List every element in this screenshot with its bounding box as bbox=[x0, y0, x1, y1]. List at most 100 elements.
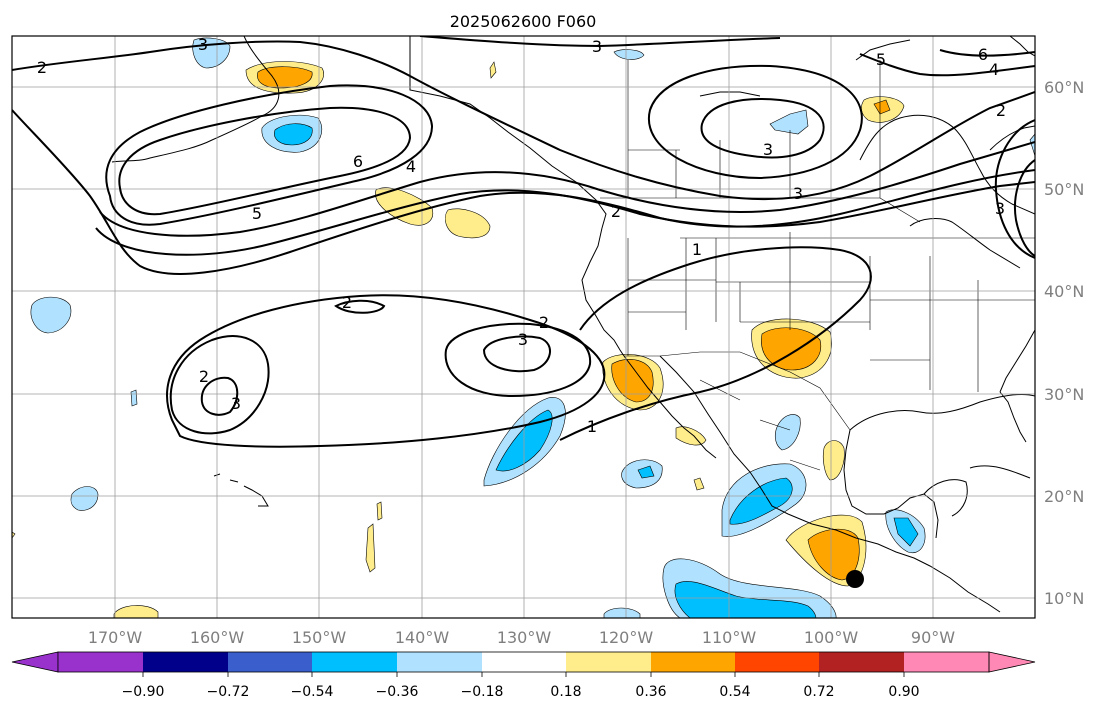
contour-label: 2 bbox=[539, 313, 549, 332]
contour-loop-west-inner bbox=[200, 376, 239, 416]
lon-tick-label: 90°W bbox=[911, 628, 955, 647]
contour-loop-aleutian bbox=[105, 84, 434, 226]
coastlines bbox=[111, 36, 1035, 613]
longitude-tick-labels: 170°W 160°W 150°W 140°W 130°W 120°W 110°… bbox=[88, 628, 955, 647]
contour-labels: 2 3 5 6 4 3 5 6 4 3 3 2 1 2 2 3 2 3 1 2 … bbox=[37, 35, 1006, 436]
colorbar-segment bbox=[735, 652, 819, 672]
colorbar-segment bbox=[143, 652, 228, 672]
contour-label: 2 bbox=[996, 101, 1006, 120]
border-mexico-states bbox=[699, 379, 821, 471]
contour-lines bbox=[12, 36, 1035, 448]
border-us-states bbox=[627, 232, 1035, 392]
colorbar-tick-label: 0.18 bbox=[550, 684, 581, 700]
lat-tick-label: 50°N bbox=[1044, 180, 1084, 199]
contour-jet-outer-1 bbox=[12, 40, 1035, 201]
contour-label: 3 bbox=[793, 184, 803, 203]
map-background bbox=[12, 36, 1035, 618]
contour-jet-inner-2 bbox=[95, 181, 1035, 256]
contour-3-subtropic bbox=[444, 322, 592, 398]
contour-north-3 bbox=[419, 36, 781, 48]
contour-label: 6 bbox=[353, 152, 363, 171]
lon-tick-label: 140°W bbox=[395, 628, 450, 647]
contour-label: 2 bbox=[199, 367, 209, 386]
contour-label: 4 bbox=[989, 60, 999, 79]
political-boundaries bbox=[409, 36, 1035, 471]
contour-label: 5 bbox=[252, 204, 262, 223]
coast-yucatan bbox=[923, 479, 968, 517]
shade-lightblue-ne-edge bbox=[1029, 133, 1035, 157]
colorbar-segment bbox=[312, 652, 397, 672]
shade-yellow-left-edge bbox=[12, 531, 16, 539]
colorbar-tick-label: −0.36 bbox=[376, 684, 419, 700]
contour-loop-aleutian-2 bbox=[118, 106, 412, 216]
shade-yellow-pacific-2 bbox=[445, 208, 491, 239]
shade-yellow-sw-corner bbox=[113, 605, 159, 618]
contour-label: 2 bbox=[611, 202, 621, 221]
contour-ne-5 bbox=[859, 53, 1035, 77]
contour-1-southwest bbox=[559, 246, 872, 441]
colorbar-segment bbox=[651, 652, 735, 672]
latitude-tick-labels: 60°N 50°N 40°N 30°N 20°N 10°N bbox=[1044, 78, 1084, 608]
shade-yellow-gulf-ca bbox=[675, 426, 707, 446]
colorbar-tick-label: −0.18 bbox=[461, 684, 504, 700]
contour-label: 4 bbox=[406, 157, 416, 176]
shade-lightblue-canada bbox=[769, 109, 809, 135]
shade-blue-central-am bbox=[893, 517, 919, 547]
shade-lightblue-south-2 bbox=[603, 607, 641, 618]
coast-baja bbox=[623, 355, 717, 459]
colorbar-min-extend bbox=[11, 651, 59, 673]
coast-gulf-west bbox=[843, 429, 939, 539]
lat-tick-label: 60°N bbox=[1044, 78, 1084, 97]
colorbar-tick-label: 0.90 bbox=[888, 684, 919, 700]
contour-label: 1 bbox=[587, 417, 597, 436]
colorbar: −0.90 −0.72 −0.54 −0.36 −0.18 0.18 0.36 … bbox=[11, 651, 1036, 700]
contour-loop-canada-2 bbox=[647, 64, 863, 180]
shade-orange-southwest bbox=[761, 327, 822, 371]
border-canada-provinces bbox=[627, 60, 881, 198]
shade-yellow-narrow-2 bbox=[376, 501, 383, 521]
contour-3-inner bbox=[482, 335, 551, 373]
contour-label: 2 bbox=[37, 58, 47, 77]
map-frame bbox=[11, 35, 1036, 619]
colorbar-segment bbox=[566, 652, 651, 672]
contour-jet-inner-1 bbox=[99, 141, 1035, 237]
shade-blue-south-1 bbox=[674, 581, 817, 618]
contour-loop-west bbox=[169, 335, 270, 435]
lon-tick-label: 130°W bbox=[497, 628, 552, 647]
colorbar-tick-label: −0.72 bbox=[207, 684, 250, 700]
colorbar-segment bbox=[819, 652, 904, 672]
shade-lightblue-gulf-mx bbox=[774, 414, 801, 451]
shade-blue-mexico bbox=[729, 477, 793, 525]
lon-tick-label: 100°W bbox=[804, 628, 859, 647]
coast-great-lakes bbox=[909, 218, 1021, 269]
lat-tick-label: 20°N bbox=[1044, 487, 1084, 506]
shade-yellow-small-north bbox=[489, 61, 497, 79]
lon-tick-label: 120°W bbox=[599, 628, 654, 647]
contour-label: 1 bbox=[692, 240, 702, 259]
coast-gulf-of-mexico bbox=[849, 393, 1035, 431]
shade-blue-bering bbox=[274, 123, 313, 146]
contour-label: 6 bbox=[978, 45, 988, 64]
coast-east-us bbox=[999, 329, 1035, 393]
shade-lightblue-north bbox=[613, 49, 645, 60]
colorbar-frame bbox=[57, 651, 990, 673]
lon-tick-label: 110°W bbox=[702, 628, 757, 647]
colorbar-tick-label: 0.54 bbox=[719, 684, 750, 700]
contour-label: 3 bbox=[592, 37, 602, 56]
coast-greenland bbox=[1009, 36, 1035, 57]
lon-tick-label: 170°W bbox=[88, 628, 143, 647]
lon-tick-label: 160°W bbox=[190, 628, 245, 647]
shade-yellow-narrow-1 bbox=[365, 523, 376, 573]
map-title: 2025062600 F060 bbox=[450, 12, 597, 31]
contour-loop-canada bbox=[700, 98, 825, 159]
lat-tick-label: 10°N bbox=[1044, 589, 1084, 608]
contour-ne-lobe-2 bbox=[1014, 159, 1035, 257]
shade-lightblue-west-pacific bbox=[30, 296, 72, 334]
lon-tick-label: 150°W bbox=[292, 628, 347, 647]
lat-tick-label: 40°N bbox=[1044, 282, 1084, 301]
coast-labrador bbox=[989, 125, 1035, 151]
shade-orange-alaska bbox=[257, 66, 313, 89]
colorbar-tick-label: −0.90 bbox=[122, 684, 165, 700]
contour-label: 3 bbox=[518, 330, 528, 349]
